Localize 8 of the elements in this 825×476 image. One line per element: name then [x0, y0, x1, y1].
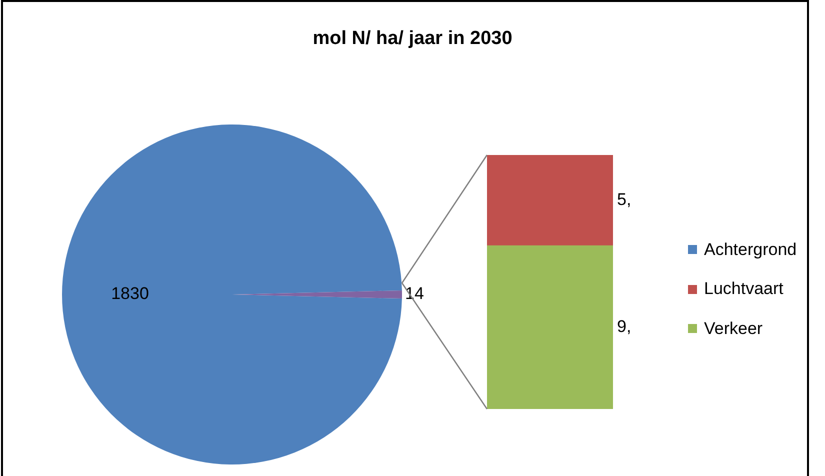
data-label: 1830: [111, 284, 149, 304]
legend-label: Achtergrond: [704, 240, 797, 260]
data-label: 5,: [617, 190, 632, 210]
data-label: 9,: [617, 317, 632, 336]
chart-title: mol N/ ha/ jaar in 2030: [312, 28, 514, 50]
legend-label: Luchtvaart: [704, 279, 784, 300]
data-label: 14: [405, 284, 424, 304]
legend-label: Verkeer: [704, 318, 763, 339]
